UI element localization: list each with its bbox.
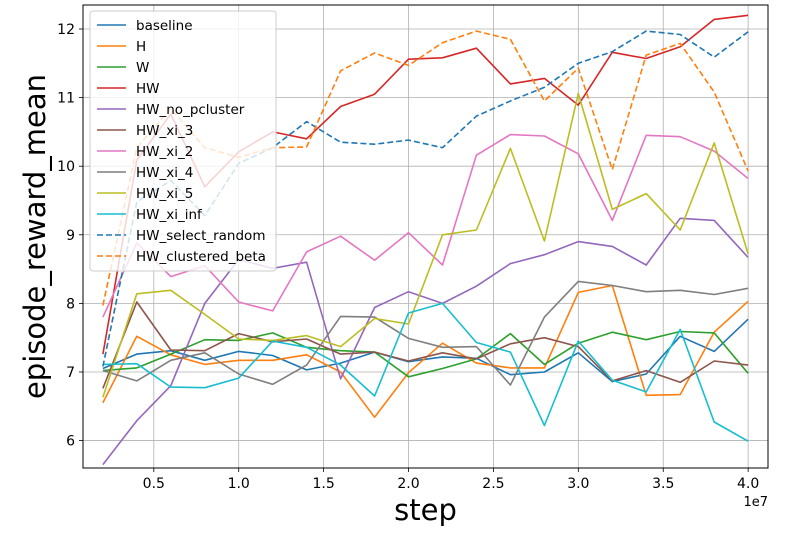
plot-frame: [82, 4, 769, 469]
y-tick-label: 10: [57, 159, 75, 175]
legend-label: HW_xi_3: [136, 123, 193, 139]
y-tick-label: 11: [57, 91, 75, 107]
legend-label: HW_xi_2: [136, 144, 193, 160]
series-line-hw-xi-inf: [102, 302, 749, 442]
x-tick-label: 2.0: [397, 476, 419, 492]
x-tick-label: 0.5: [143, 476, 165, 492]
series-line-hw-no-pcluster: [102, 217, 749, 466]
series-line-hw-xi-3: [102, 301, 749, 389]
legend-label: baseline: [136, 18, 193, 34]
legend-label: HW_xi_inf: [136, 207, 203, 223]
axis-ticks: 0.5 1.0 1.5 2.0 2.5 3.0 3.5 4.0 6 7 8 9 10 11 12: [57, 22, 759, 492]
series-line-h: [102, 284, 749, 419]
x-axis-title: step: [394, 493, 457, 527]
legend: baseline HW HW HW_no_pcluster HW_xi_3 HW_xi_2…: [89, 10, 277, 272]
x-tick-label: 3.0: [567, 476, 589, 492]
series-line-hw-xi-5: [102, 92, 749, 398]
legend-label: HW_xi_5: [136, 186, 193, 202]
legend-label: HW_clustered_beta: [136, 249, 266, 265]
legend-label: H: [136, 39, 146, 55]
legend-label: HW_select_random: [136, 228, 265, 244]
y-tick-label: 8: [66, 296, 75, 312]
x-axis-offset-label: 1e7: [743, 495, 768, 510]
x-tick-label: 3.5: [652, 476, 674, 492]
y-tick-label: 9: [66, 228, 75, 244]
legend-label: HW_xi_4: [136, 165, 193, 181]
series-line-hw-select-random: [102, 30, 749, 367]
x-tick-label: 2.5: [482, 476, 504, 492]
series-line-hw-xi-4: [102, 280, 749, 386]
legend-label: HW: [136, 81, 160, 97]
y-tick-label: 7: [66, 365, 75, 381]
legend-label: W: [136, 60, 149, 76]
y-axis-title: episode_reward_mean: [18, 74, 52, 399]
series-lines: [102, 14, 749, 466]
legend-box: [89, 10, 277, 272]
legend-label: HW_no_pcluster: [136, 102, 245, 118]
y-tick-label: 6: [66, 434, 75, 450]
series-line-hw-xi-2: [102, 133, 749, 318]
x-tick-label: 1.5: [312, 476, 334, 492]
x-tick-label: 4.0: [737, 476, 759, 492]
x-tick-label: 1.0: [228, 476, 250, 492]
series-line-w: [102, 330, 749, 378]
y-tick-label: 12: [57, 22, 75, 38]
